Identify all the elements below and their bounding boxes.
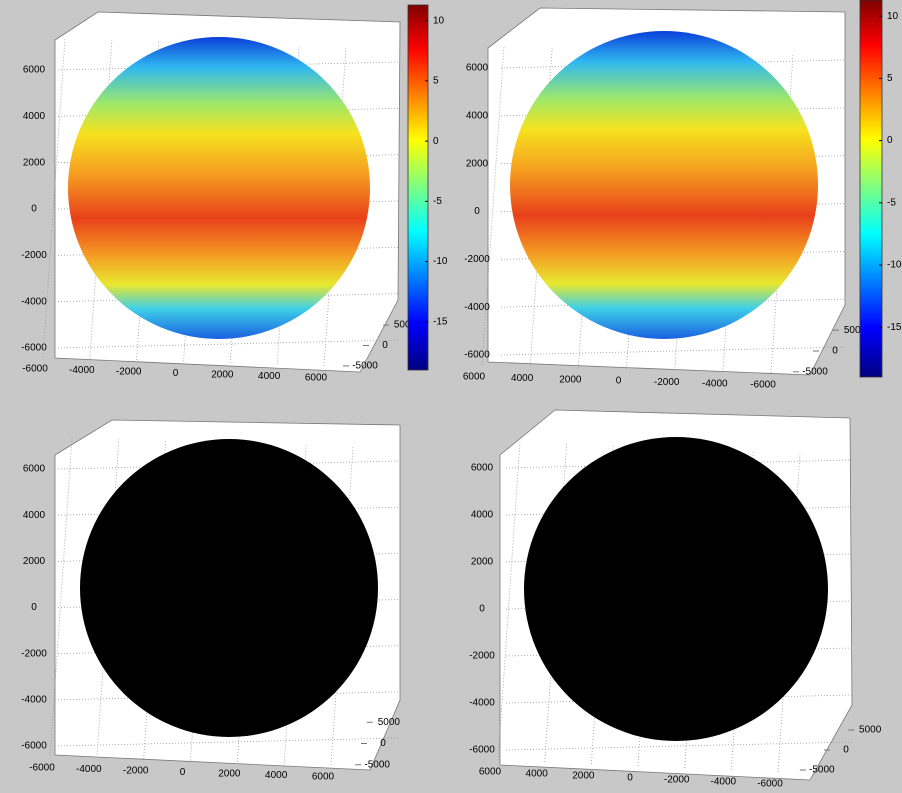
globe	[80, 439, 378, 737]
x-tick-label: 0	[173, 368, 179, 379]
x-tick-label: -4000	[711, 777, 737, 788]
x-tick-label: 0	[180, 767, 186, 778]
x-tick-label: -2000	[116, 367, 142, 378]
colorbar-tick-label: 5	[433, 76, 439, 87]
x-tick-label: 2000	[218, 769, 241, 780]
z-tick-label: 6000	[23, 464, 46, 475]
y-tick-label: -5000	[364, 759, 390, 770]
z-tick-label: 4000	[466, 110, 489, 121]
colorbar-tick-label: -5	[433, 196, 442, 207]
z-tick-label: 0	[31, 602, 37, 613]
x-tick-label: 0	[616, 376, 622, 387]
y-tick-label: 5000	[859, 725, 882, 736]
x-tick-label: -6000	[750, 380, 776, 391]
x-tick-label: 6000	[463, 372, 486, 383]
x-tick-label: 6000	[305, 373, 328, 384]
z-tick-label: 2000	[471, 557, 494, 568]
z-tick-label: 2000	[23, 556, 46, 567]
grid-line	[505, 459, 853, 469]
z-tick-label: 0	[474, 206, 480, 217]
globe	[68, 37, 370, 339]
y-tick-label: 5000	[378, 717, 401, 728]
z-tick-label: 0	[479, 604, 485, 615]
z-tick-label: -2000	[469, 651, 495, 662]
grid-line	[481, 46, 505, 366]
x-tick-label: -4000	[76, 764, 102, 775]
y-tick-label: 5000	[844, 325, 867, 336]
z-tick-label: -6000	[464, 350, 490, 361]
colorbar	[407, 4, 429, 371]
y-tick-label: 0	[843, 745, 849, 756]
y-tick-label: -5000	[352, 361, 378, 372]
z-tick-label: 4000	[23, 510, 46, 521]
grid-line	[497, 441, 521, 761]
colorbar-tick-label: 0	[887, 135, 893, 146]
z-tick-label: 6000	[471, 463, 494, 474]
colorbar	[859, 0, 883, 378]
x-tick-label: 4000	[511, 373, 534, 384]
z-tick-label: -2000	[21, 250, 47, 261]
z-tick-label: 6000	[23, 65, 46, 76]
grid-line	[500, 298, 846, 308]
x-tick-label: -2000	[664, 775, 690, 786]
colorbar-tick-label: 10	[887, 11, 899, 22]
x-tick-label: 2000	[572, 771, 595, 782]
x-tick-label: 4000	[526, 769, 549, 780]
z-tick-label: -2000	[21, 648, 47, 659]
y-tick-label: 0	[832, 346, 838, 357]
y-tick-label: -5000	[802, 366, 828, 377]
z-tick-label: -4000	[464, 302, 490, 313]
colorbar-tick-label: 10	[433, 15, 445, 26]
colorbar-tick-label: -10	[433, 256, 448, 267]
z-tick-label: -2000	[464, 254, 490, 265]
z-tick-label: -6000	[21, 741, 47, 752]
x-tick-label: 0	[627, 773, 633, 784]
z-tick-label: 6000	[466, 63, 489, 74]
y-tick-label: -5000	[809, 765, 835, 776]
y-tick-label: 0	[380, 738, 386, 749]
globe	[524, 437, 828, 741]
grid-line	[57, 737, 401, 747]
x-tick-label: 6000	[479, 767, 502, 778]
colorbar-tick-label: -10	[887, 260, 902, 271]
colorbar-tick-label: -15	[433, 316, 448, 327]
x-tick-label: -2000	[123, 766, 149, 777]
colorbar-tick-label: 0	[433, 136, 439, 147]
x-tick-label: -6000	[757, 779, 783, 790]
x-tick-label: 2000	[211, 370, 234, 381]
z-tick-label: -4000	[21, 296, 47, 307]
x-tick-label: -4000	[69, 365, 95, 376]
z-tick-label: -6000	[21, 343, 47, 354]
grid-line	[505, 694, 853, 704]
x-tick-label: 4000	[265, 770, 288, 781]
globe	[510, 31, 818, 339]
grid-line	[49, 437, 73, 757]
x-tick-label: -6000	[29, 763, 55, 774]
x-tick-label: 2000	[559, 374, 582, 385]
x-tick-label: -6000	[22, 364, 48, 375]
x-tick-label: -4000	[702, 378, 728, 389]
y-tick-label: 5000	[394, 320, 417, 331]
colorbar-tick-label: -15	[887, 322, 902, 333]
x-tick-label: -2000	[654, 377, 680, 388]
x-tick-label: 4000	[258, 371, 281, 382]
grid-line	[500, 346, 846, 356]
colorbar-tick-label: 5	[887, 73, 893, 84]
grid-line	[42, 38, 66, 358]
z-tick-label: 0	[31, 204, 37, 215]
grid-line	[505, 741, 853, 751]
z-tick-label: 2000	[23, 157, 46, 168]
z-tick-label: -6000	[469, 745, 495, 756]
z-tick-label: -4000	[469, 698, 495, 709]
z-tick-label: 4000	[471, 510, 494, 521]
z-tick-label: 2000	[466, 158, 489, 169]
z-tick-label: 4000	[23, 111, 46, 122]
z-tick-label: -4000	[21, 694, 47, 705]
x-tick-label: 6000	[312, 772, 335, 783]
y-tick-label: 0	[382, 340, 388, 351]
colorbar-tick-label: -5	[887, 197, 896, 208]
grid-line	[500, 59, 846, 69]
